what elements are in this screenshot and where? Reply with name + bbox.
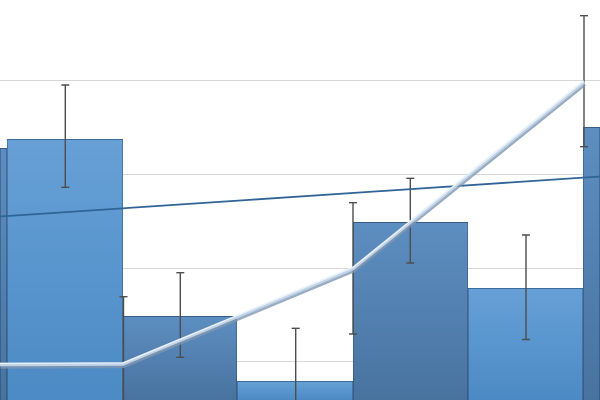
bar-light-5	[468, 287, 583, 400]
bar-dark-0	[0, 148, 8, 400]
bar-dark-2	[122, 316, 237, 400]
gridline-1	[0, 80, 600, 81]
bar-dark-6	[583, 126, 600, 400]
bar-light-1	[7, 138, 123, 400]
bar-dark-4	[352, 221, 469, 400]
bar-light-3	[236, 381, 353, 400]
